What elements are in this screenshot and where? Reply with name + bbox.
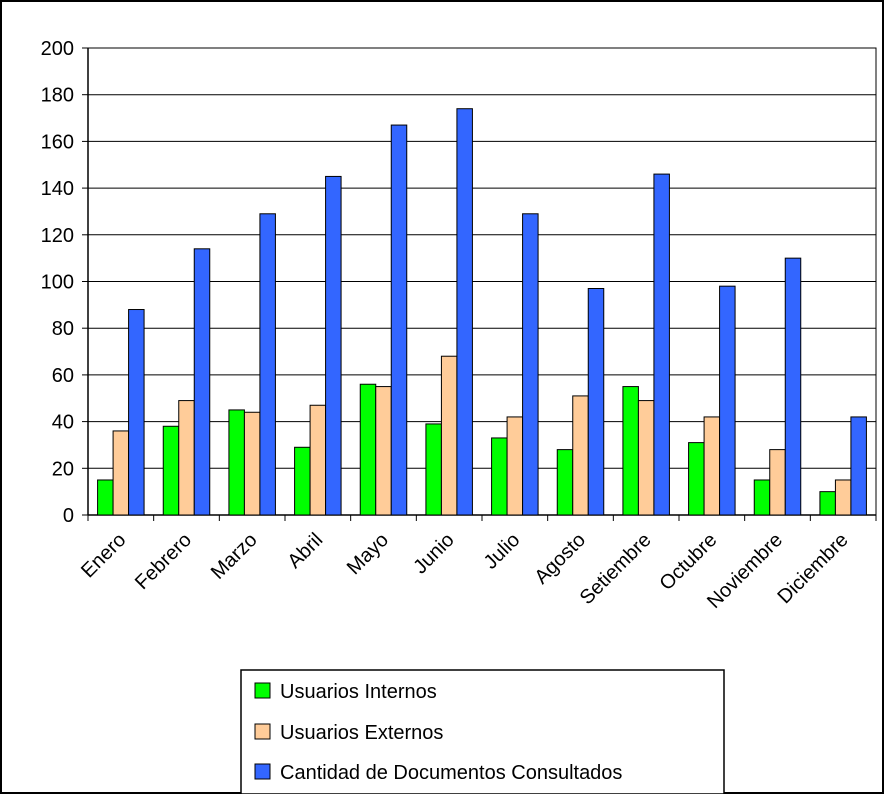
y-tick-label: 120 bbox=[41, 225, 74, 247]
legend-box bbox=[240, 669, 725, 794]
y-tick-label: 180 bbox=[41, 85, 74, 107]
legend-swatch-2 bbox=[254, 763, 271, 780]
y-tick-label: 40 bbox=[52, 412, 74, 434]
bar-2-4 bbox=[390, 124, 408, 516]
bar-1-1 bbox=[178, 400, 195, 516]
legend-swatch-0 bbox=[254, 682, 271, 699]
bar-1-3 bbox=[309, 404, 327, 516]
bar-0-2 bbox=[228, 409, 245, 516]
y-tick-label: 100 bbox=[41, 272, 74, 294]
legend-swatch-1 bbox=[254, 723, 271, 740]
y-tick-label: 200 bbox=[41, 38, 74, 60]
bar-2-5 bbox=[456, 108, 473, 516]
bar-2-0 bbox=[128, 309, 145, 516]
bar-0-1 bbox=[162, 425, 180, 516]
bar-2-11 bbox=[850, 416, 867, 516]
bar-2-1 bbox=[193, 248, 211, 516]
bar-1-5 bbox=[440, 355, 458, 516]
bar-0-0 bbox=[97, 479, 114, 516]
y-tick-label: 160 bbox=[41, 131, 74, 153]
bar-0-4 bbox=[359, 383, 377, 516]
bar-2-2 bbox=[259, 213, 276, 516]
bar-1-10 bbox=[769, 449, 786, 516]
bar-2-3 bbox=[325, 175, 342, 516]
bar-0-5 bbox=[425, 423, 442, 516]
y-tick-label: 60 bbox=[52, 365, 74, 387]
bar-2-8 bbox=[653, 173, 670, 516]
bar-1-0 bbox=[112, 430, 130, 516]
bar-2-6 bbox=[522, 213, 539, 516]
legend: Usuarios Internos Usuarios Externos Cant… bbox=[240, 669, 725, 794]
bar-2-7 bbox=[587, 288, 605, 516]
legend-label-2: Cantidad de Documentos Consultados bbox=[280, 762, 622, 784]
plot-area bbox=[87, 47, 877, 516]
legend-label-1: Usuarios Externos bbox=[280, 722, 443, 744]
bar-1-4 bbox=[375, 386, 392, 516]
bars bbox=[97, 108, 867, 516]
bar-0-9 bbox=[688, 442, 705, 516]
bar-1-9 bbox=[703, 416, 721, 516]
y-tick-label: 20 bbox=[52, 458, 74, 480]
legend-label-0: Usuarios Internos bbox=[280, 681, 437, 703]
bar-1-7 bbox=[572, 395, 589, 516]
bar-0-8 bbox=[622, 386, 639, 516]
bar-0-7 bbox=[556, 449, 574, 516]
y-tick-label: 140 bbox=[41, 178, 74, 200]
bar-1-6 bbox=[506, 416, 524, 516]
bar-0-11 bbox=[819, 491, 836, 516]
bar-1-2 bbox=[243, 411, 261, 516]
bar-0-6 bbox=[491, 437, 508, 516]
y-tick-label: 80 bbox=[52, 318, 74, 340]
bar-2-10 bbox=[784, 257, 802, 516]
bar-0-10 bbox=[753, 479, 771, 516]
bar-0-3 bbox=[294, 446, 311, 516]
bar-2-9 bbox=[719, 285, 736, 516]
bar-1-11 bbox=[834, 479, 852, 516]
bar-1-8 bbox=[637, 400, 655, 516]
y-axis: 0 20 40 60 80 100 120 140 160 180 200 bbox=[41, 38, 89, 527]
y-tick-label: 0 bbox=[63, 505, 74, 527]
